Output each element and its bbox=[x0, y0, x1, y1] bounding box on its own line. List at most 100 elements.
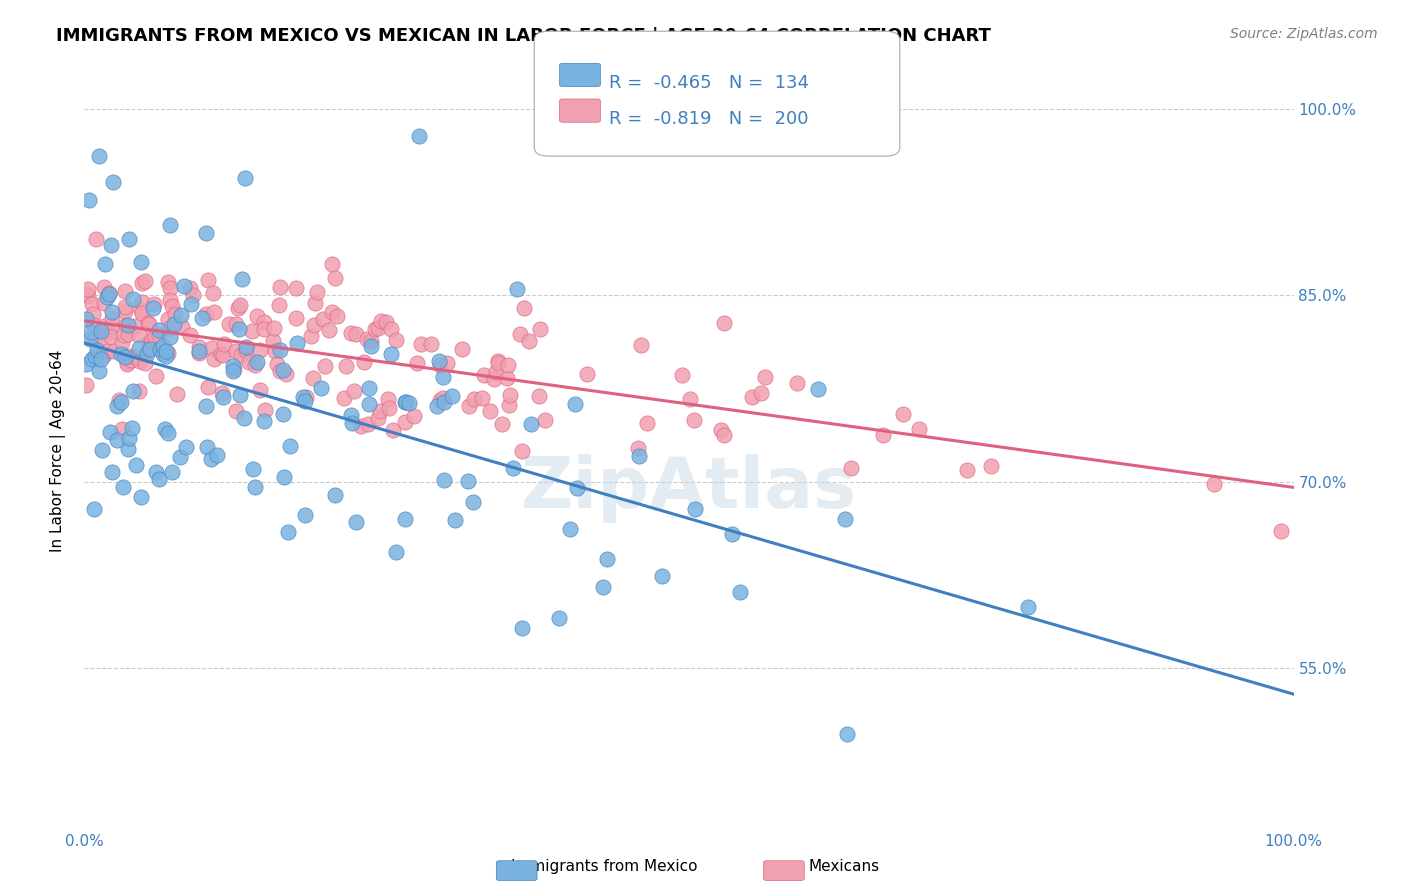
Point bbox=[274, 367, 297, 381]
Point bbox=[510, 621, 533, 635]
Point bbox=[908, 421, 931, 435]
Point bbox=[404, 409, 426, 423]
Point bbox=[83, 318, 105, 333]
Point bbox=[201, 341, 224, 355]
Point bbox=[163, 317, 186, 331]
Point bbox=[222, 362, 245, 376]
Point bbox=[344, 515, 367, 529]
Point bbox=[398, 396, 420, 410]
Point bbox=[233, 411, 256, 425]
Point bbox=[75, 358, 97, 372]
Point bbox=[305, 285, 328, 299]
Point bbox=[100, 238, 122, 252]
Point bbox=[194, 226, 217, 240]
Point bbox=[155, 422, 177, 436]
Point bbox=[513, 301, 536, 315]
Point bbox=[509, 326, 531, 341]
Point bbox=[482, 372, 505, 386]
Point bbox=[243, 479, 266, 493]
Point bbox=[710, 423, 733, 437]
Point bbox=[955, 463, 977, 477]
Point bbox=[103, 344, 125, 359]
Point bbox=[367, 411, 389, 425]
Point bbox=[245, 358, 267, 372]
Point bbox=[485, 365, 508, 379]
Point bbox=[235, 170, 257, 185]
Point bbox=[498, 398, 520, 412]
Point bbox=[110, 395, 132, 409]
Point bbox=[84, 352, 107, 367]
Point bbox=[534, 412, 557, 426]
Point bbox=[506, 282, 529, 296]
Point bbox=[238, 355, 260, 369]
Point bbox=[323, 271, 346, 285]
Point bbox=[155, 343, 177, 358]
Point bbox=[309, 381, 332, 395]
Point bbox=[111, 335, 134, 350]
Point bbox=[636, 416, 658, 430]
Point bbox=[269, 364, 291, 378]
Text: R =  -0.465   N =  134: R = -0.465 N = 134 bbox=[609, 74, 808, 92]
Point bbox=[350, 419, 373, 434]
Point bbox=[457, 474, 479, 488]
Point bbox=[142, 338, 165, 352]
Point bbox=[463, 495, 485, 509]
Point bbox=[87, 364, 110, 378]
Point bbox=[285, 336, 308, 351]
Point bbox=[159, 293, 181, 308]
Point bbox=[254, 403, 277, 417]
Point bbox=[496, 359, 519, 373]
Point bbox=[240, 324, 263, 338]
Point bbox=[395, 395, 418, 409]
Point bbox=[1017, 600, 1039, 615]
Point bbox=[90, 443, 112, 458]
Point bbox=[441, 388, 464, 402]
Point bbox=[510, 444, 533, 458]
Point bbox=[145, 465, 167, 479]
Text: IMMIGRANTS FROM MEXICO VS MEXICAN IN LABOR FORCE | AGE 20-64 CORRELATION CHART: IMMIGRANTS FROM MEXICO VS MEXICAN IN LAB… bbox=[56, 27, 991, 45]
Point bbox=[384, 545, 406, 559]
Point bbox=[364, 322, 387, 336]
Point bbox=[93, 348, 115, 362]
Point bbox=[143, 329, 166, 343]
Point bbox=[197, 380, 219, 394]
Point bbox=[200, 452, 222, 467]
Point bbox=[211, 386, 233, 401]
Point bbox=[529, 322, 551, 336]
Point bbox=[326, 309, 349, 323]
Point bbox=[212, 348, 235, 362]
Point bbox=[157, 312, 180, 326]
Point bbox=[225, 343, 247, 358]
Point bbox=[360, 334, 382, 348]
Point bbox=[357, 417, 380, 432]
Point bbox=[463, 392, 485, 407]
Point bbox=[277, 524, 299, 539]
Point bbox=[148, 327, 170, 342]
Point bbox=[235, 343, 257, 357]
Point bbox=[451, 343, 474, 357]
Point bbox=[249, 343, 271, 358]
Point bbox=[160, 466, 183, 480]
Point bbox=[370, 314, 392, 328]
Point bbox=[218, 317, 240, 331]
Point bbox=[129, 303, 152, 318]
Point bbox=[131, 276, 153, 290]
Point bbox=[90, 331, 112, 345]
Point bbox=[807, 382, 830, 396]
Point bbox=[284, 310, 307, 325]
Point bbox=[117, 326, 139, 341]
Point bbox=[138, 342, 160, 356]
Point bbox=[188, 340, 211, 354]
Point bbox=[357, 381, 380, 395]
Point bbox=[242, 462, 264, 476]
Point bbox=[148, 342, 170, 356]
Point bbox=[394, 394, 416, 409]
Point bbox=[129, 490, 152, 504]
Point bbox=[93, 258, 115, 272]
Point bbox=[93, 318, 115, 333]
Point bbox=[592, 580, 614, 594]
Point bbox=[486, 356, 509, 370]
Point bbox=[202, 305, 225, 319]
Point bbox=[101, 175, 124, 189]
Point bbox=[472, 368, 495, 383]
